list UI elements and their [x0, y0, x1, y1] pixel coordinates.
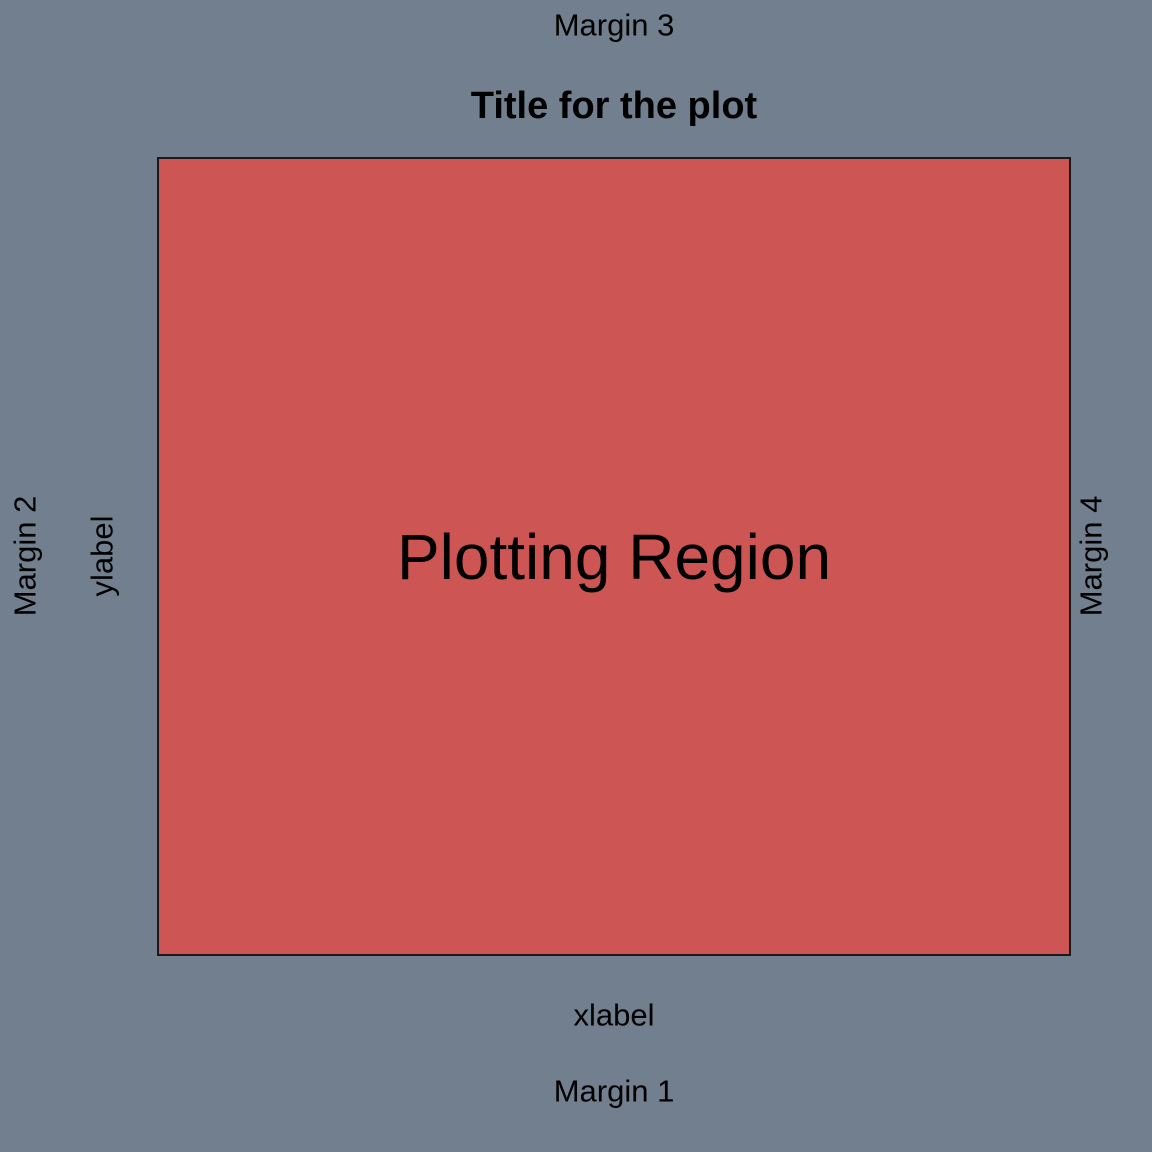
plotting-region-label: Plotting Region [396, 520, 832, 593]
margin-1-label: Margin 1 [553, 1073, 675, 1109]
margin-4-label: Margin 4 [1073, 495, 1109, 617]
y-axis-label: ylabel [84, 515, 120, 597]
plot-title: Title for the plot [470, 85, 758, 127]
margin-3-label: Margin 3 [553, 7, 675, 43]
plotting-region: Plotting Region [157, 157, 1071, 956]
margin-2-label: Margin 2 [7, 495, 43, 617]
x-axis-label: xlabel [573, 997, 655, 1033]
